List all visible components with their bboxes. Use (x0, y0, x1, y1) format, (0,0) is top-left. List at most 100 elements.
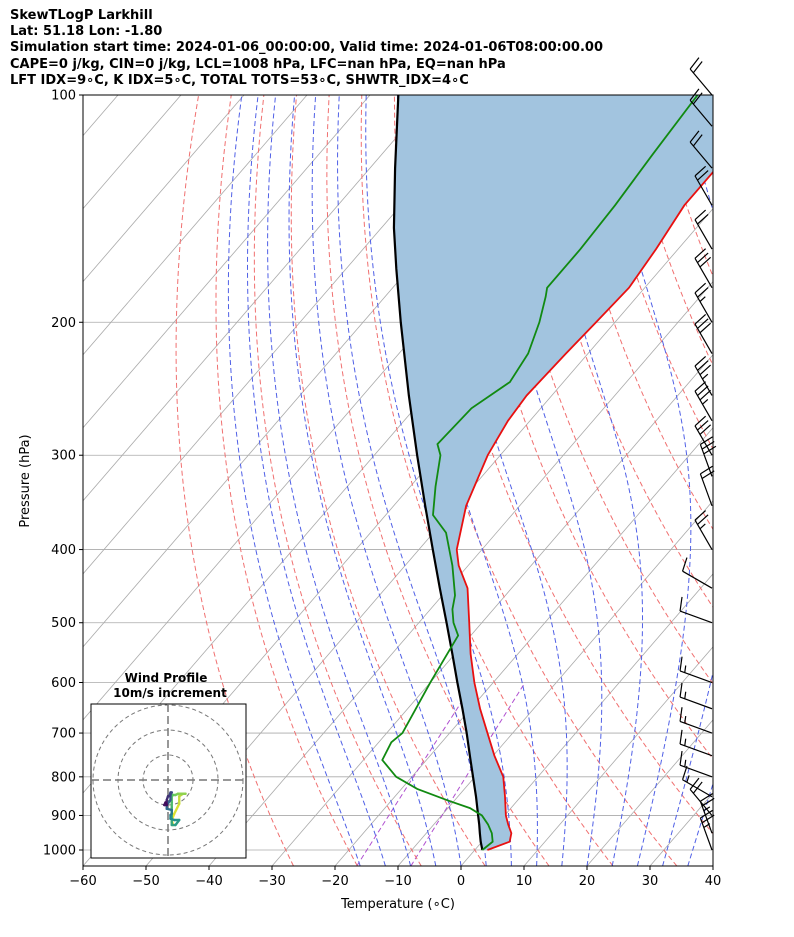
wind-barb (689, 777, 713, 816)
hodograph-segment (164, 801, 168, 807)
y-tick-label: 100 (51, 89, 76, 104)
wind-barb (699, 436, 717, 477)
y-tick-label: 1000 (43, 844, 76, 859)
dry-adiabat (589, 95, 713, 450)
dry-adiabat (253, 95, 422, 866)
wind-barb (679, 729, 713, 757)
parcel-profile-line (392, 95, 484, 851)
y-tick-label: 800 (51, 770, 76, 785)
moist-adiabat (246, 95, 386, 866)
wind-barb (679, 750, 713, 778)
wind-barb (679, 682, 713, 710)
wind-barb (694, 282, 713, 323)
mixing-ratio-line (356, 682, 475, 866)
wind-barb (694, 381, 713, 421)
mixing-ratio-lines (356, 682, 526, 866)
isotherm-line (523, 646, 713, 866)
moist-adiabat (597, 95, 692, 866)
mixing-ratio-line (410, 682, 526, 866)
wind-barb (694, 165, 713, 206)
dry-adiabat (491, 95, 713, 685)
dry-adiabat (326, 95, 550, 866)
isotherm-line (397, 500, 713, 866)
moist-adiabat (227, 95, 361, 866)
time-line: Simulation start time: 2024-01-06_00:00:… (10, 40, 603, 56)
wind-barb (679, 707, 713, 734)
wind-barb (699, 809, 715, 851)
dry-adiabats (175, 95, 713, 866)
wind-barb (689, 130, 713, 169)
isotherm-line (334, 427, 713, 866)
wind-barb (689, 57, 713, 96)
y-tick-label: 500 (51, 616, 76, 631)
isotherm-line (271, 354, 713, 866)
moist-adiabat (687, 782, 713, 866)
moist-adiabat (365, 95, 512, 866)
wind-barb (681, 765, 713, 798)
y-tick-label: 600 (51, 676, 76, 691)
wind-barb (689, 88, 713, 127)
wind-barb (694, 248, 713, 289)
x-axis-label: Temperature (∘C) (340, 897, 455, 912)
dry-adiabat (290, 95, 486, 866)
indices-line: LFT IDX=9∘C, K IDX=5∘C, TOTAL TOTS=53∘C,… (10, 72, 469, 88)
dry-adiabat (524, 95, 713, 609)
x-tick-label: 30 (642, 874, 659, 889)
moist-adiabat (337, 95, 487, 866)
cape-cin-fill (393, 95, 713, 850)
dewpoint-line (381, 95, 699, 851)
x-tick-label: 0 (457, 874, 465, 889)
title-block: SkewTLogP Larkhill Lat: 51.18 Lon: -1.80… (10, 8, 603, 89)
y-tick-label: 900 (51, 809, 76, 824)
isotherm-line (83, 95, 245, 283)
wind-barb (679, 656, 713, 684)
profile-lines (381, 95, 713, 851)
wind-barb (694, 355, 713, 396)
moist-adiabat (531, 95, 644, 866)
cape-line: CAPE=0 j/kg, CIN=0 j/kg, LCL=1008 hPa, L… (10, 56, 506, 72)
hodograph-title: Wind Profile (125, 671, 208, 685)
dry-adiabat (557, 95, 713, 531)
x-tick-label: −30 (258, 874, 285, 889)
wind-barb (699, 793, 715, 834)
moist-adiabat (477, 95, 603, 866)
isotherm-line (712, 865, 713, 866)
wind-barb (699, 465, 715, 506)
dry-adiabat (215, 95, 358, 866)
hodograph-inset: Wind Profile 10m/s increment (90, 671, 247, 859)
y-tick-label: 300 (51, 449, 76, 464)
temperature-line (455, 170, 713, 851)
x-axis-ticks: −60 −50 −40 −30 −20 −10 0 10 20 30 40 (69, 866, 721, 889)
wind-barbs (679, 57, 717, 851)
dry-adiabat (360, 95, 614, 866)
y-tick-label: 200 (51, 316, 76, 331)
hodograph-subtitle: 10m/s increment (113, 686, 227, 700)
x-tick-label: −50 (132, 874, 159, 889)
y-axis-label: Pressure (hPa) (18, 434, 33, 527)
wind-barb (694, 415, 713, 456)
wind-barb (694, 314, 713, 354)
isotherm-line (83, 95, 308, 356)
isotherm-line (83, 95, 497, 575)
cin-area (393, 95, 713, 850)
location-line: Lat: 51.18 Lon: -1.80 (10, 24, 163, 40)
wind-barb (694, 510, 713, 550)
isotherm-line (586, 719, 713, 866)
moist-adiabat (267, 95, 412, 866)
wind-barb (679, 596, 713, 624)
y-tick-label: 700 (51, 727, 76, 742)
x-tick-label: 10 (516, 874, 533, 889)
y-axis-ticks: 1000 900 800 700 600 500 400 300 200 100 (43, 89, 83, 859)
isotherm-line (145, 208, 713, 866)
wind-barb (694, 209, 713, 250)
wind-barb (681, 557, 713, 589)
x-tick-label: −40 (195, 874, 222, 889)
isotherm-line (460, 573, 713, 866)
x-tick-label: 40 (705, 874, 722, 889)
chart-title: SkewTLogP Larkhill (10, 8, 153, 23)
moist-adiabat (712, 864, 713, 866)
isotherm-line (83, 95, 371, 429)
y-tick-label: 400 (51, 543, 76, 558)
x-tick-label: −20 (321, 874, 348, 889)
